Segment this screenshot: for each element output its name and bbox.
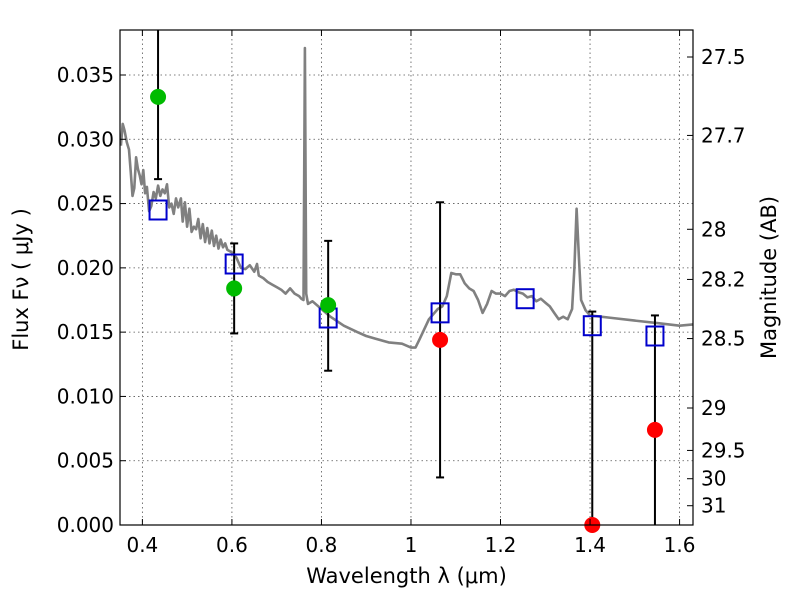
x-tick-label: 0.6 [216, 533, 248, 557]
right-tick-label: 27.5 [701, 45, 746, 69]
right-tick-label: 28.5 [701, 327, 746, 351]
y-tick-label: 0.015 [57, 320, 114, 344]
right-axis-title: Magnitude (AB) [757, 196, 781, 359]
detection-point [320, 297, 337, 314]
y-tick-label: 0.005 [57, 449, 114, 473]
y-tick-label: 0.010 [57, 384, 114, 408]
non-detection-point [432, 331, 449, 348]
right-tick-label: 27.7 [701, 123, 746, 147]
model-flux-square [515, 288, 535, 310]
right-tick-label: 28 [701, 217, 726, 241]
model-flux-square [645, 325, 665, 347]
y-tick-label: 0.030 [57, 127, 114, 151]
detection-point [226, 280, 243, 297]
x-tick-label: 0.4 [126, 533, 158, 557]
template-sed-layer [119, 46, 694, 349]
y-tick-label: 0.025 [57, 192, 114, 216]
error-bar-layer [154, 30, 659, 525]
right-tick-label: 31 [701, 494, 726, 518]
model-flux-square [148, 199, 168, 221]
tick-layer: 0.4 0.6 0.8 1 1.2 1.4 1.6 0.000 0.005 0.010 0.015 0… [57, 30, 746, 557]
x-tick-label: 1.4 [574, 533, 606, 557]
non-detection-point [646, 421, 663, 438]
grid-layer [120, 30, 693, 526]
y-axis-title: Flux Fν ( μJy ) [9, 208, 33, 351]
x-tick-label: 1 [405, 533, 418, 557]
right-tick-label: 30 [701, 467, 726, 491]
y-tick-label: 0.035 [57, 63, 114, 87]
right-tick-label: 28.2 [701, 267, 746, 291]
model-flux-square [430, 302, 450, 324]
x-axis-title: Wavelength λ (μm) [306, 564, 507, 588]
plot-frame [119, 29, 694, 526]
template-sed-line [119, 46, 694, 349]
x-tick-label: 1.6 [664, 533, 696, 557]
right-tick-label: 29.5 [701, 438, 746, 462]
x-tick-label: 0.8 [306, 533, 338, 557]
model-flux-square [224, 253, 244, 275]
detection-point [150, 88, 167, 105]
y-tick-label: 0.000 [57, 513, 114, 537]
x-tick-label: 1.2 [485, 533, 517, 557]
right-tick-label: 29 [701, 396, 726, 420]
y-tick-label: 0.020 [57, 256, 114, 280]
model-flux-square [582, 315, 602, 337]
